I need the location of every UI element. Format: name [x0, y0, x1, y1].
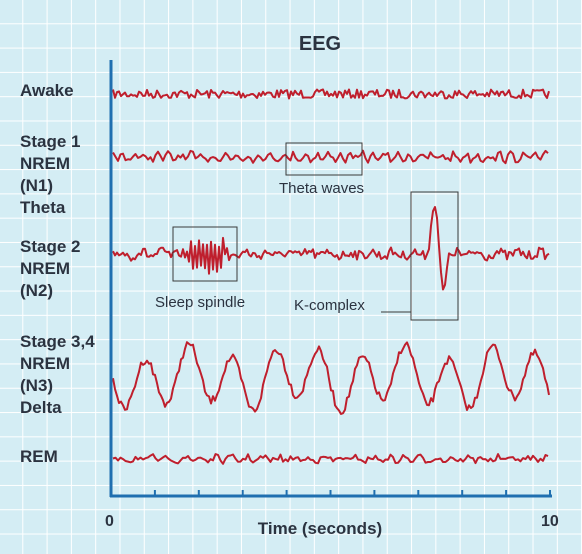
- x-axis-start-label: 0: [105, 513, 114, 530]
- label-stage3-line-3: (N3): [20, 376, 54, 395]
- label-stage3-line-2: NREM: [20, 354, 71, 373]
- figure-title: EEG: [298, 33, 342, 55]
- label-awake: Awake: [20, 80, 74, 102]
- sleep-spindle-box: [172, 226, 238, 282]
- label-stage1: Stage 1 NREM (N1) Theta: [20, 131, 80, 219]
- label-stage1-line-2: NREM: [20, 154, 71, 173]
- x-axis-ticks: [110, 490, 551, 496]
- trace-stage2: [112, 206, 550, 291]
- k-complex-box: [410, 191, 459, 321]
- label-stage1-line-4: Theta: [20, 198, 66, 217]
- annotation-k-complex: K-complex: [294, 297, 365, 314]
- trace-rem: [112, 453, 549, 465]
- label-stage2-line-2: NREM: [20, 259, 71, 278]
- label-awake-line-1: Awake: [20, 81, 74, 100]
- trace-stage3: [112, 341, 550, 415]
- trace-stage1: [112, 149, 549, 165]
- label-stage1-line-1: Stage 1: [20, 132, 81, 151]
- label-stage2: Stage 2 NREM (N2): [20, 236, 80, 302]
- label-stage3-line-1: Stage 3,4: [20, 332, 95, 351]
- label-stage2-line-3: (N2): [20, 281, 54, 300]
- eeg-traces: [112, 88, 550, 465]
- annotation-sleep-spindle: Sleep spindle: [155, 294, 246, 311]
- label-stage3: Stage 3,4 NREM (N3) Delta: [20, 331, 95, 419]
- x-axis-title: Time (seconds): [257, 519, 383, 538]
- label-stage3-line-4: Delta: [20, 398, 62, 417]
- theta-waves-box: [285, 142, 363, 176]
- x-axis-end-label: 10: [541, 513, 559, 530]
- annotation-theta-waves: Theta waves: [279, 180, 365, 197]
- label-rem-line-1: REM: [20, 447, 58, 466]
- trace-awake: [112, 88, 550, 100]
- label-stage1-line-3: (N1): [20, 176, 54, 195]
- label-rem: REM: [20, 446, 58, 468]
- label-stage2-line-1: Stage 2: [20, 237, 81, 256]
